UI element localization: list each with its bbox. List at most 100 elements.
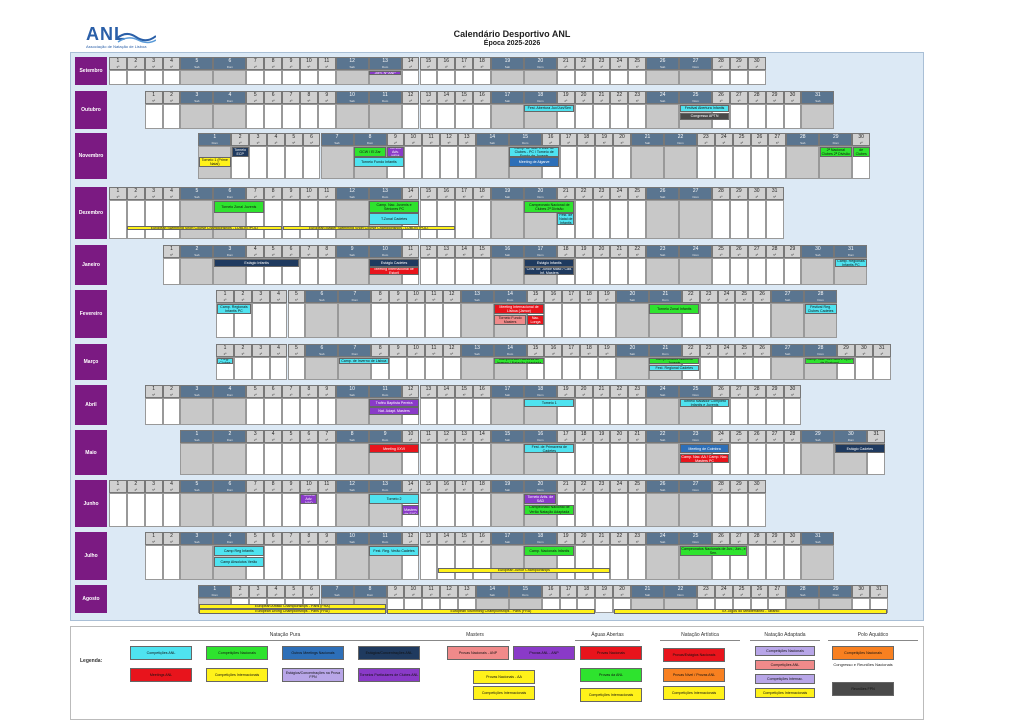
day-cell[interactable] bbox=[335, 200, 369, 239]
day-cell[interactable] bbox=[473, 443, 491, 475]
day-cell[interactable] bbox=[544, 303, 563, 338]
day-cell[interactable] bbox=[753, 357, 772, 380]
day-cell[interactable] bbox=[317, 258, 336, 285]
event-block[interactable]: Torneio 1 (Prime Natal) bbox=[198, 157, 231, 168]
day-cell[interactable] bbox=[317, 200, 336, 239]
event-block[interactable]: Estágio Infantis bbox=[524, 259, 575, 267]
day-cell[interactable] bbox=[765, 200, 784, 239]
day-cell[interactable] bbox=[180, 443, 214, 475]
day-cell[interactable] bbox=[801, 258, 835, 285]
day-cell[interactable] bbox=[282, 104, 300, 129]
day-cell[interactable] bbox=[389, 357, 408, 380]
day-cell[interactable] bbox=[628, 104, 647, 129]
day-cell[interactable] bbox=[610, 70, 629, 85]
day-cell[interactable] bbox=[730, 70, 748, 85]
day-cell[interactable] bbox=[460, 303, 494, 338]
event-block[interactable]: Torneio Fundo Infantis bbox=[354, 157, 404, 168]
day-cell[interactable] bbox=[455, 200, 474, 239]
competition-bar[interactable]: European Swimming Championships - Paris … bbox=[387, 609, 595, 614]
day-cell[interactable] bbox=[747, 493, 766, 527]
day-cell[interactable] bbox=[747, 258, 766, 285]
event-block[interactable]: Fest. Regional Cadetes bbox=[649, 365, 700, 372]
day-cell[interactable] bbox=[697, 146, 715, 179]
day-cell[interactable] bbox=[180, 398, 214, 425]
day-cell[interactable] bbox=[455, 258, 474, 285]
day-cell[interactable] bbox=[592, 493, 611, 527]
event-block[interactable]: Meeting Internacional de Lisboa (Jamor) bbox=[494, 304, 544, 315]
day-cell[interactable] bbox=[628, 545, 647, 580]
day-cell[interactable] bbox=[574, 258, 593, 285]
day-cell[interactable] bbox=[126, 493, 145, 527]
event-block[interactable]: Estágio Infantis bbox=[213, 259, 300, 267]
day-cell[interactable] bbox=[765, 443, 784, 475]
day-cell[interactable] bbox=[424, 303, 443, 338]
event-block[interactable]: Congresso APTN bbox=[679, 112, 730, 120]
day-cell[interactable] bbox=[180, 104, 214, 129]
day-cell[interactable] bbox=[440, 146, 458, 179]
event-block[interactable]: Fest. Reg. Verão Cadetes bbox=[369, 546, 419, 557]
day-cell[interactable] bbox=[460, 357, 494, 380]
event-block[interactable]: Torneio Nadador Completo Infantis e Juve… bbox=[679, 399, 730, 407]
day-cell[interactable] bbox=[233, 357, 252, 380]
event-block[interactable]: CNN Tor. Júnior Masc / Cad. Inf. Masters bbox=[524, 267, 575, 276]
day-cell[interactable] bbox=[251, 303, 270, 338]
day-cell[interactable] bbox=[765, 545, 784, 580]
day-cell[interactable] bbox=[144, 70, 163, 85]
day-cell[interactable] bbox=[264, 70, 283, 85]
day-cell[interactable] bbox=[162, 200, 181, 239]
day-cell[interactable] bbox=[574, 398, 593, 425]
day-cell[interactable] bbox=[144, 493, 163, 527]
event-block[interactable]: Festival Reg. Clubes Cadetes bbox=[216, 358, 234, 365]
day-cell[interactable] bbox=[765, 258, 784, 285]
event-block[interactable]: Estágio Cadetes bbox=[834, 444, 885, 454]
day-cell[interactable] bbox=[419, 398, 438, 425]
day-cell[interactable] bbox=[455, 443, 474, 475]
day-cell[interactable] bbox=[213, 398, 247, 425]
day-cell[interactable] bbox=[442, 357, 461, 380]
event-block[interactable]: Camp. Nacionais Infantis bbox=[524, 546, 575, 557]
day-cell[interactable] bbox=[246, 398, 265, 425]
day-cell[interactable] bbox=[765, 398, 784, 425]
day-cell[interactable] bbox=[269, 357, 288, 380]
day-cell[interactable] bbox=[305, 303, 339, 338]
day-cell[interactable] bbox=[180, 200, 214, 239]
day-cell[interactable] bbox=[473, 200, 491, 239]
event-block[interactable]: Meeting de Coimbra bbox=[679, 444, 730, 454]
day-cell[interactable] bbox=[305, 357, 339, 380]
day-cell[interactable] bbox=[213, 104, 247, 129]
event-block[interactable]: Festival Abertura Infantis bbox=[679, 105, 730, 113]
day-cell[interactable] bbox=[126, 200, 145, 239]
day-cell[interactable] bbox=[730, 104, 748, 129]
day-cell[interactable] bbox=[717, 303, 736, 338]
event-block[interactable]: Campeonato Nacional de Clubes 1ª Divisão bbox=[852, 147, 870, 157]
day-cell[interactable] bbox=[592, 545, 611, 580]
event-block[interactable]: Camp. Nac. Juvenis e Séniores PC bbox=[369, 201, 419, 213]
day-cell[interactable] bbox=[490, 545, 524, 580]
day-cell[interactable] bbox=[335, 70, 369, 85]
day-cell[interactable] bbox=[730, 200, 748, 239]
day-cell[interactable] bbox=[419, 545, 438, 580]
day-cell[interactable] bbox=[473, 258, 491, 285]
day-cell[interactable] bbox=[628, 258, 647, 285]
day-cell[interactable] bbox=[144, 545, 163, 580]
day-cell[interactable] bbox=[299, 200, 318, 239]
day-cell[interactable] bbox=[162, 104, 181, 129]
day-cell[interactable] bbox=[338, 303, 372, 338]
day-cell[interactable] bbox=[455, 70, 474, 85]
day-cell[interactable] bbox=[407, 357, 425, 380]
day-cell[interactable] bbox=[771, 303, 805, 338]
day-cell[interactable] bbox=[287, 357, 306, 380]
day-cell[interactable] bbox=[251, 357, 270, 380]
day-cell[interactable] bbox=[559, 146, 578, 179]
day-cell[interactable] bbox=[287, 303, 306, 338]
event-block[interactable]: Torneio Zonal Infantis bbox=[649, 304, 700, 315]
day-cell[interactable] bbox=[646, 545, 680, 580]
day-cell[interactable] bbox=[801, 545, 835, 580]
day-cell[interactable] bbox=[628, 493, 647, 527]
day-cell[interactable] bbox=[750, 146, 769, 179]
day-cell[interactable] bbox=[264, 545, 283, 580]
day-cell[interactable] bbox=[753, 303, 772, 338]
day-cell[interactable] bbox=[490, 443, 524, 475]
day-cell[interactable] bbox=[162, 545, 181, 580]
day-cell[interactable] bbox=[628, 443, 647, 475]
